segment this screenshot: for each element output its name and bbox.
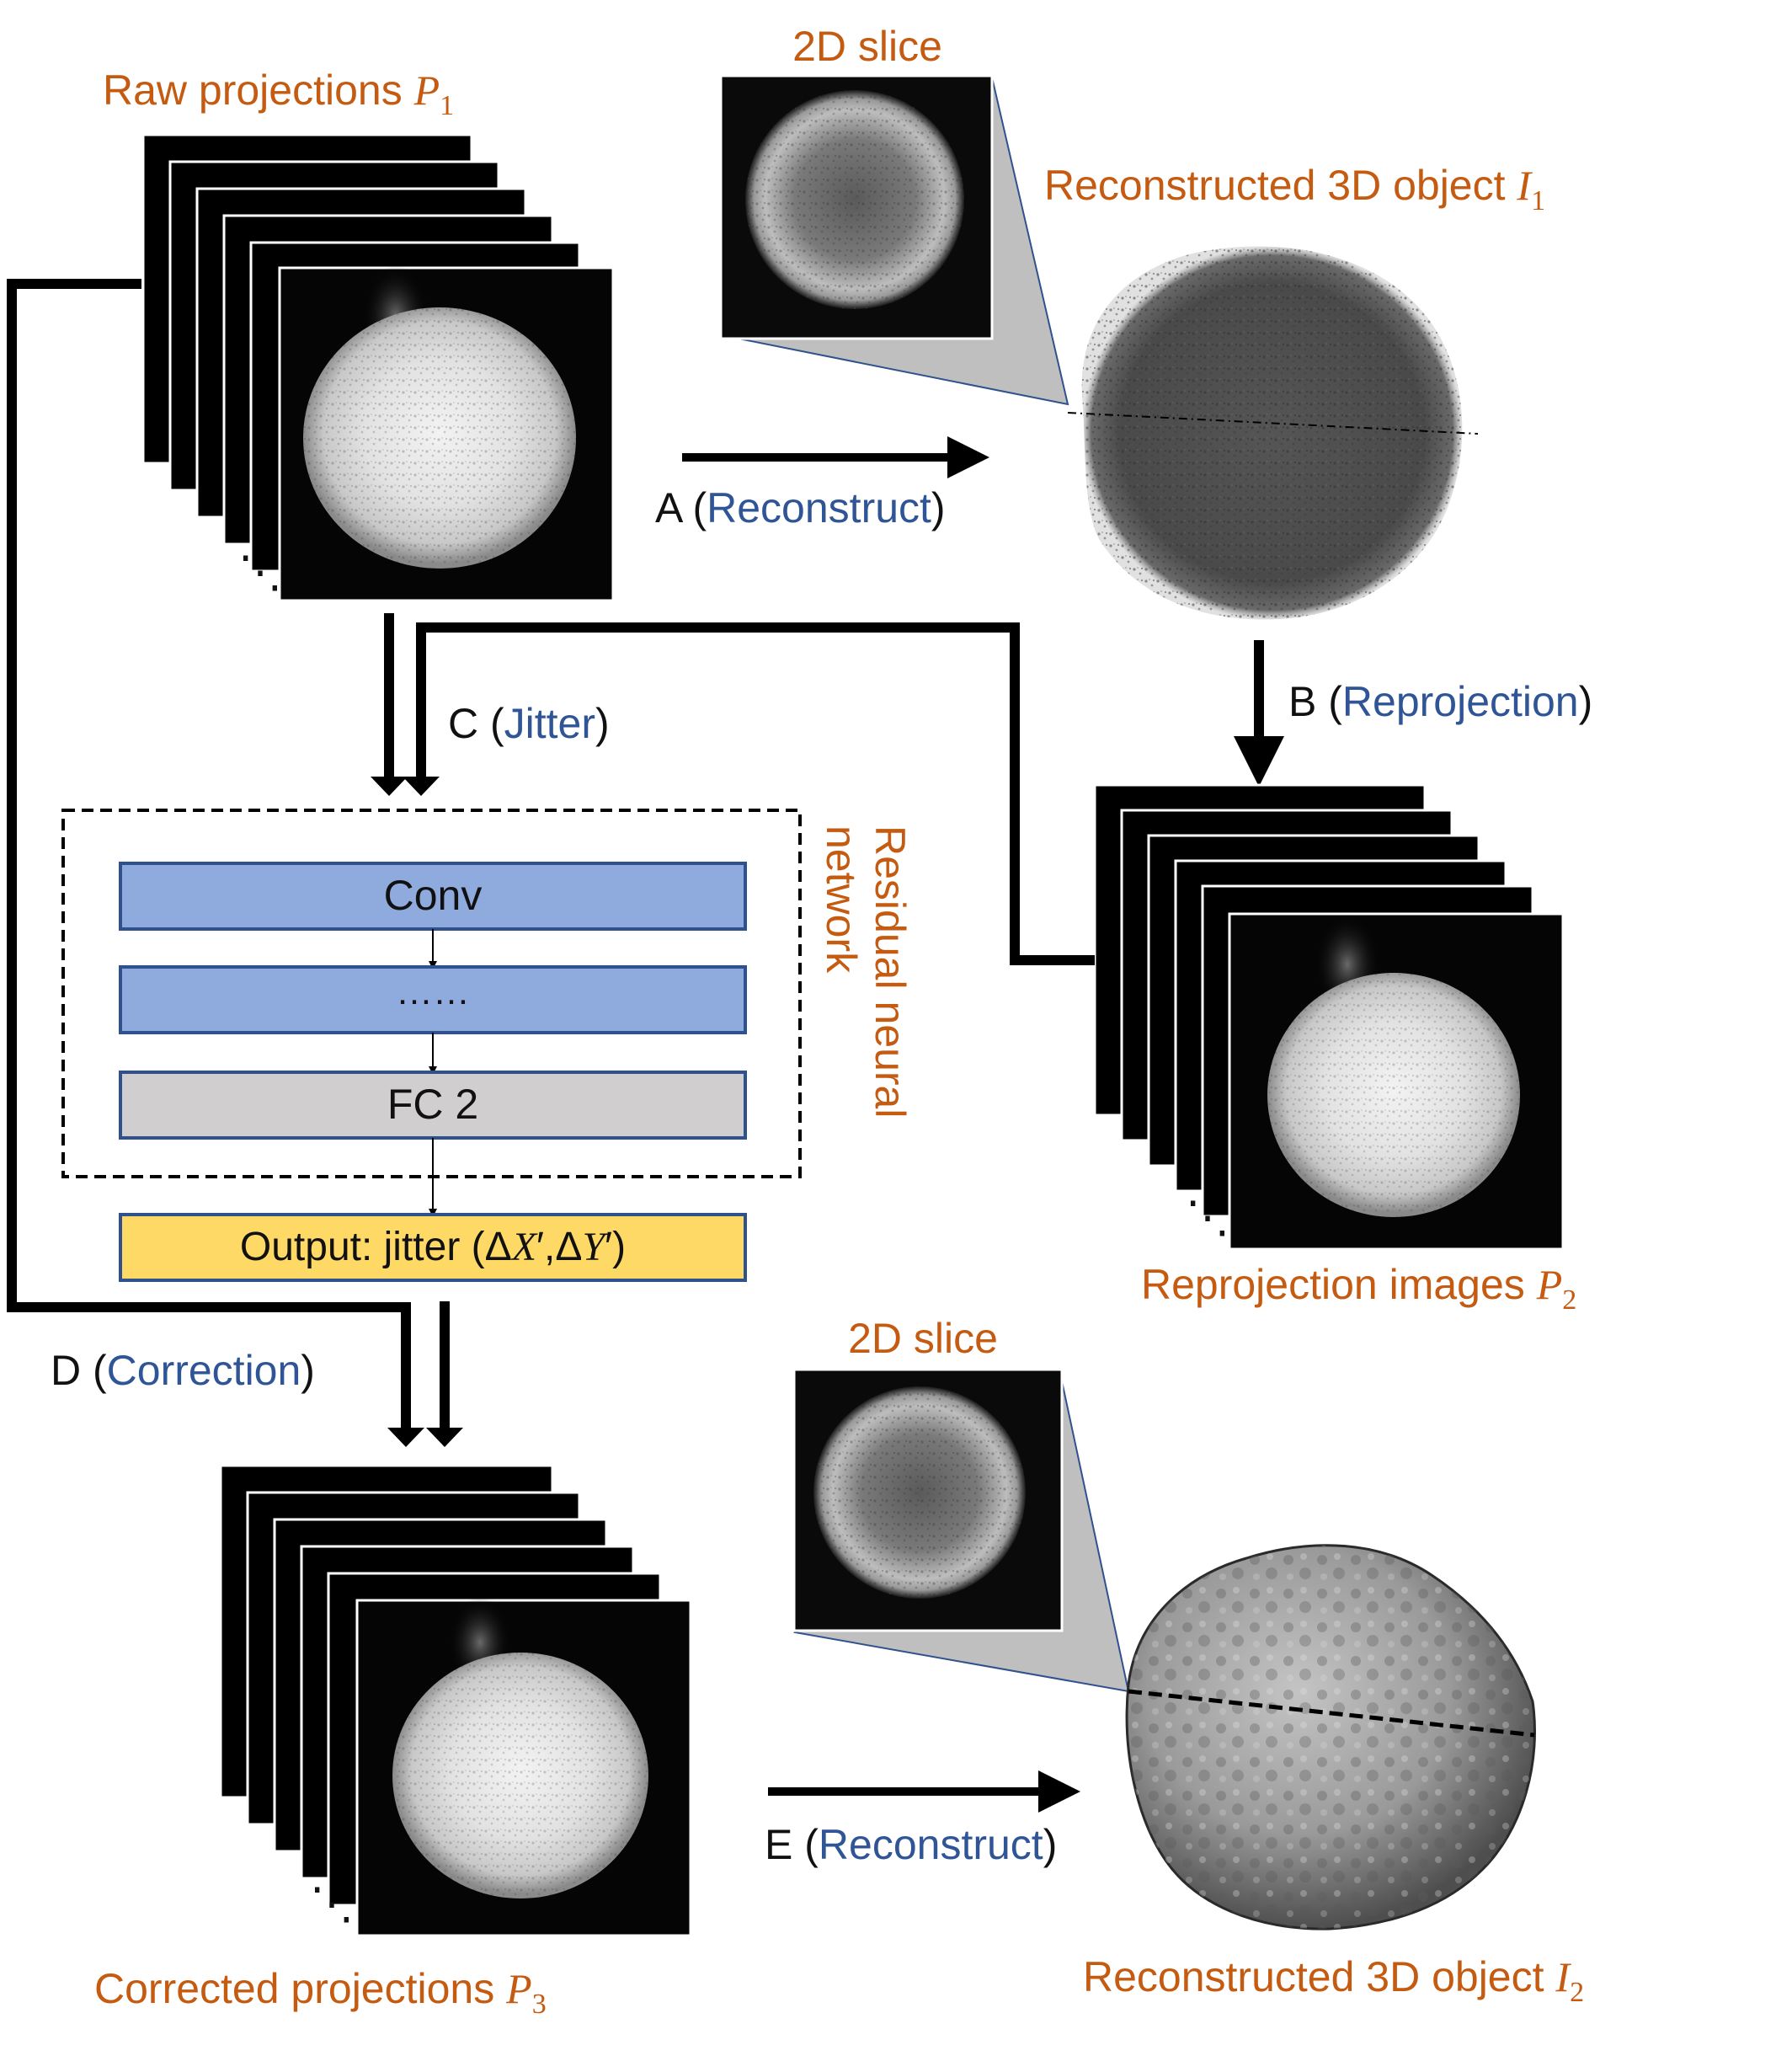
corrected-projections-stack	[219, 1464, 692, 1937]
recon2-label: Reconstructed 3D object I2	[1083, 1953, 1584, 2008]
step-d-label: D (Correction)	[51, 1347, 315, 1394]
svg-text:FC 2: FC 2	[387, 1081, 478, 1128]
slice-bottom-label: 2D slice	[848, 1315, 998, 1362]
svg-text:Conv: Conv	[384, 872, 483, 919]
recon1-label: Reconstructed 3D object I1	[1044, 162, 1545, 216]
residual-network-label: Residual neuralnetwork	[818, 825, 914, 1118]
reprojection-label: Reprojection images P2	[1141, 1261, 1576, 1316]
slice-top-image	[719, 74, 1069, 406]
arrow-c-left-head	[371, 777, 408, 796]
output-jitter-box: Output: jitter (ΔX′,ΔY′)	[119, 1213, 747, 1282]
raw-bypass-line	[7, 279, 411, 1432]
slice-bottom-image	[792, 1368, 1130, 1693]
step-e-label: E (Reconstruct)	[765, 1821, 1057, 1868]
reproj-stack-ellipsis: ⋱	[1186, 1194, 1229, 1242]
slice-top-label: 2D slice	[792, 23, 942, 70]
conv-layer: Conv	[119, 862, 747, 931]
recon2-object	[1125, 1544, 1536, 1930]
svg-text:Output: jitter (ΔX′,ΔY′): Output: jitter (ΔX′,ΔY′)	[240, 1225, 626, 1269]
arrow-d-right-head	[426, 1428, 463, 1447]
raw-projections-stack	[141, 133, 615, 602]
step-b-label: B (Reprojection)	[1288, 678, 1592, 725]
step-c-label: C (Jitter)	[448, 700, 610, 747]
arrow-d-left-head	[387, 1428, 424, 1447]
reprojection-stack	[1093, 783, 1565, 1251]
raw-projections-label: Raw projections P1	[103, 67, 454, 121]
svg-text:……: ……	[396, 971, 470, 1012]
recon1-object	[1067, 246, 1479, 620]
reprojection-feedback-line	[416, 622, 1095, 965]
raw-stack-ellipsis: ⋱	[238, 548, 282, 597]
hidden-layers: ……	[119, 965, 747, 1034]
corrected-stack-ellipsis: ⋱	[310, 1880, 354, 1929]
step-a-label: A (Reconstruct)	[655, 484, 946, 531]
arrow-c-right-head	[403, 777, 440, 796]
fc2-layer: FC 2	[119, 1071, 747, 1140]
corrected-label: Corrected projections P3	[94, 1965, 547, 2020]
residual-network-box	[61, 809, 802, 1178]
